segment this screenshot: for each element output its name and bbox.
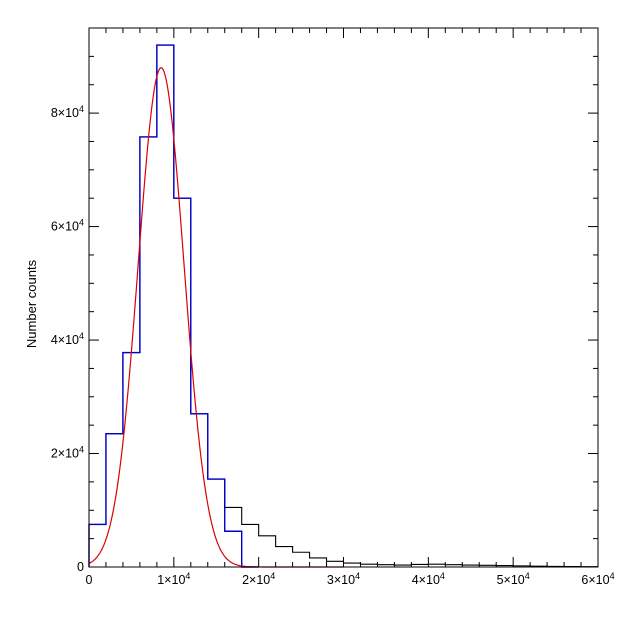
x-tick-mantissa: 3×10 <box>327 573 355 587</box>
y-tick-label: 0 <box>77 560 84 574</box>
y-tick-exponent: 4 <box>79 445 84 455</box>
plot-frame <box>88 27 599 568</box>
histogram-step-line <box>88 44 259 568</box>
x-tick-label: 1×104 <box>157 571 190 587</box>
x-tick-exponent: 4 <box>610 571 615 581</box>
y-tick-label: 2×104 <box>51 445 84 461</box>
y-tick-exponent: 4 <box>79 331 84 341</box>
x-tick-mantissa: 4×10 <box>412 573 440 587</box>
x-tick-label: 0 <box>86 573 93 587</box>
x-tick-exponent: 4 <box>355 571 360 581</box>
x-tick-mantissa: 0 <box>86 573 93 587</box>
tick-labels: 0 1×104 2×104 3×104 4×104 5×104 6×10402×1044×1… <box>51 104 615 587</box>
x-tick-label: 5×104 <box>497 571 530 587</box>
y-tick-label: 6×104 <box>51 218 84 234</box>
y-tick-mantissa: 4×10 <box>51 333 79 347</box>
x-tick-mantissa: 6×10 <box>581 573 609 587</box>
y-tick-exponent: 4 <box>79 104 84 114</box>
x-tick-label: 3×104 <box>327 571 360 587</box>
x-tick-exponent: 4 <box>440 571 445 581</box>
x-tick-label: 2×104 <box>242 571 275 587</box>
x-tick-mantissa: 5×10 <box>497 573 525 587</box>
x-tick-mantissa: 1×10 <box>157 573 185 587</box>
x-tick-exponent: 4 <box>270 571 275 581</box>
x-tick-label: 6×104 <box>581 571 614 587</box>
x-tick-label: 4×104 <box>412 571 445 587</box>
y-tick-mantissa: 6×10 <box>51 220 79 234</box>
y-axis-label: Number counts <box>24 259 39 348</box>
y-tick-label: 4×104 <box>51 331 84 347</box>
y-tick-label: 8×104 <box>51 104 84 120</box>
y-tick-exponent: 4 <box>79 218 84 228</box>
y-tick-mantissa: 8×10 <box>51 106 79 120</box>
x-tick-mantissa: 2×10 <box>242 573 270 587</box>
y-tick-mantissa: 2×10 <box>51 447 79 461</box>
x-tick-exponent: 4 <box>525 571 530 581</box>
x-tick-exponent: 4 <box>185 571 190 581</box>
y-tick-mantissa: 0 <box>77 560 84 574</box>
